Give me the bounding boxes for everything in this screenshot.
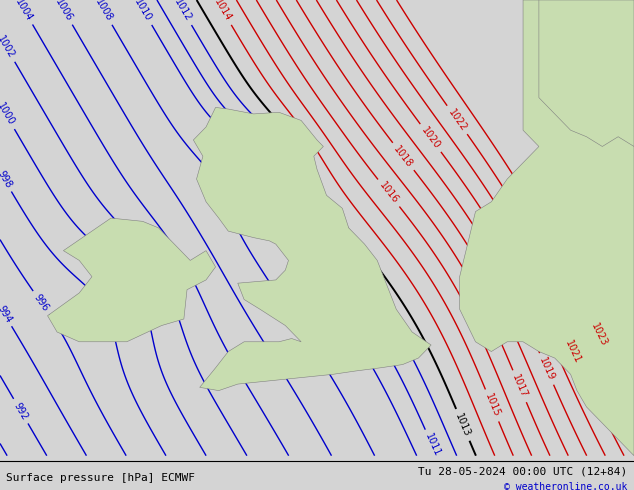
Text: 996: 996 (32, 292, 51, 313)
Polygon shape (193, 107, 431, 391)
Polygon shape (460, 0, 634, 456)
Text: 992: 992 (12, 401, 30, 422)
Text: 998: 998 (0, 169, 13, 190)
Text: 1022: 1022 (446, 107, 469, 133)
Text: 1010: 1010 (133, 0, 153, 23)
Text: © weatheronline.co.uk: © weatheronline.co.uk (504, 482, 628, 490)
Text: 1017: 1017 (510, 373, 529, 399)
Text: 1014: 1014 (212, 0, 233, 23)
Text: 994: 994 (0, 304, 13, 324)
Text: Tu 28-05-2024 00:00 UTC (12+84): Tu 28-05-2024 00:00 UTC (12+84) (418, 466, 628, 476)
Text: 1023: 1023 (589, 321, 609, 347)
Text: 1000: 1000 (0, 101, 16, 127)
Text: 1019: 1019 (537, 356, 556, 382)
Text: 1018: 1018 (392, 144, 415, 169)
Text: Surface pressure [hPa] ECMWF: Surface pressure [hPa] ECMWF (6, 473, 195, 483)
Text: 1004: 1004 (13, 0, 34, 23)
Text: 1016: 1016 (377, 180, 400, 206)
Text: 1013: 1013 (453, 412, 472, 438)
Text: 1006: 1006 (53, 0, 74, 23)
Text: 1011: 1011 (423, 432, 442, 459)
Polygon shape (539, 0, 634, 147)
Text: 1008: 1008 (93, 0, 113, 23)
Text: 1002: 1002 (0, 34, 16, 60)
Text: 1021: 1021 (563, 339, 583, 365)
Text: 1015: 1015 (482, 392, 501, 419)
Text: 1012: 1012 (172, 0, 193, 24)
Text: 1020: 1020 (419, 125, 442, 151)
Polygon shape (48, 218, 216, 342)
